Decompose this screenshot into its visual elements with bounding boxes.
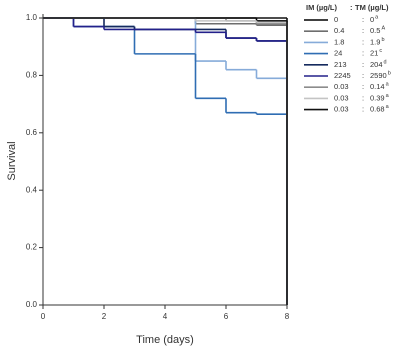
legend-im: 0.4	[334, 26, 344, 35]
series	[43, 17, 288, 305]
legend-tm: 204	[370, 60, 383, 69]
legend-letter: a	[386, 82, 390, 88]
series	[43, 17, 288, 305]
legend-tm: 0.68	[370, 105, 385, 114]
y-tick-label: 0.8	[26, 71, 38, 80]
x-tick-label: 8	[285, 312, 290, 321]
legend-im: 0.03	[334, 105, 349, 114]
series	[43, 17, 288, 305]
series	[43, 17, 288, 305]
legend-tm: 2590	[370, 71, 387, 80]
x-tick-label: 6	[224, 312, 229, 321]
legend-header-sep: :	[350, 3, 353, 12]
series	[43, 17, 288, 305]
legend-sep: :	[362, 15, 364, 24]
legend-letter: b	[381, 37, 384, 43]
legend-im: 0.03	[334, 93, 349, 102]
legend-im: 2245	[334, 71, 351, 80]
legend-letter: c	[379, 48, 382, 54]
legend-letter: a	[386, 93, 390, 99]
y-axis-label: Survival	[6, 141, 18, 180]
legend-im: 1.8	[334, 37, 344, 46]
legend-tm: 0.39	[370, 93, 385, 102]
legend-im: 0.03	[334, 82, 349, 91]
x-tick-label: 4	[163, 312, 168, 321]
legend-letter: A	[381, 26, 385, 32]
series	[43, 17, 288, 305]
y-tick-label: 0.2	[26, 243, 38, 252]
legend-header-im: IM (µg/L)	[306, 3, 337, 12]
x-axis-label: Time (days)	[136, 334, 194, 346]
y-tick-label: 0.4	[26, 185, 38, 194]
legend-tm: 0.14	[370, 82, 385, 91]
legend-tm: 1.9	[370, 37, 380, 46]
legend-tm: 21	[370, 49, 378, 58]
legend-sep: :	[362, 49, 364, 58]
legend-im: 0	[334, 15, 338, 24]
legend-letter: a	[386, 104, 390, 110]
legend-letter: a	[375, 14, 379, 20]
legend-im: 213	[334, 60, 347, 69]
legend-sep: :	[362, 26, 364, 35]
legend-letter: d	[384, 59, 387, 65]
legend-header-tm: TM (µg/L)	[355, 3, 389, 12]
y-tick-label: 1.0	[26, 13, 38, 22]
x-tick-label: 0	[41, 312, 46, 321]
legend-tm: 0	[370, 15, 374, 24]
legend-sep: :	[362, 82, 364, 91]
x-tick-label: 2	[102, 312, 107, 321]
y-tick-label: 0.0	[26, 300, 38, 309]
legend-sep: :	[362, 60, 364, 69]
legend-tm: 0.5	[370, 26, 380, 35]
y-tick-label: 0.6	[26, 128, 38, 137]
legend-im: 24	[334, 49, 342, 58]
series	[43, 17, 288, 305]
legend-letter: b	[388, 70, 391, 76]
series	[43, 17, 288, 305]
series	[43, 17, 288, 305]
legend-sep: :	[362, 37, 364, 46]
legend-sep: :	[362, 71, 364, 80]
legend-sep: :	[362, 105, 364, 114]
legend-sep: :	[362, 93, 364, 102]
